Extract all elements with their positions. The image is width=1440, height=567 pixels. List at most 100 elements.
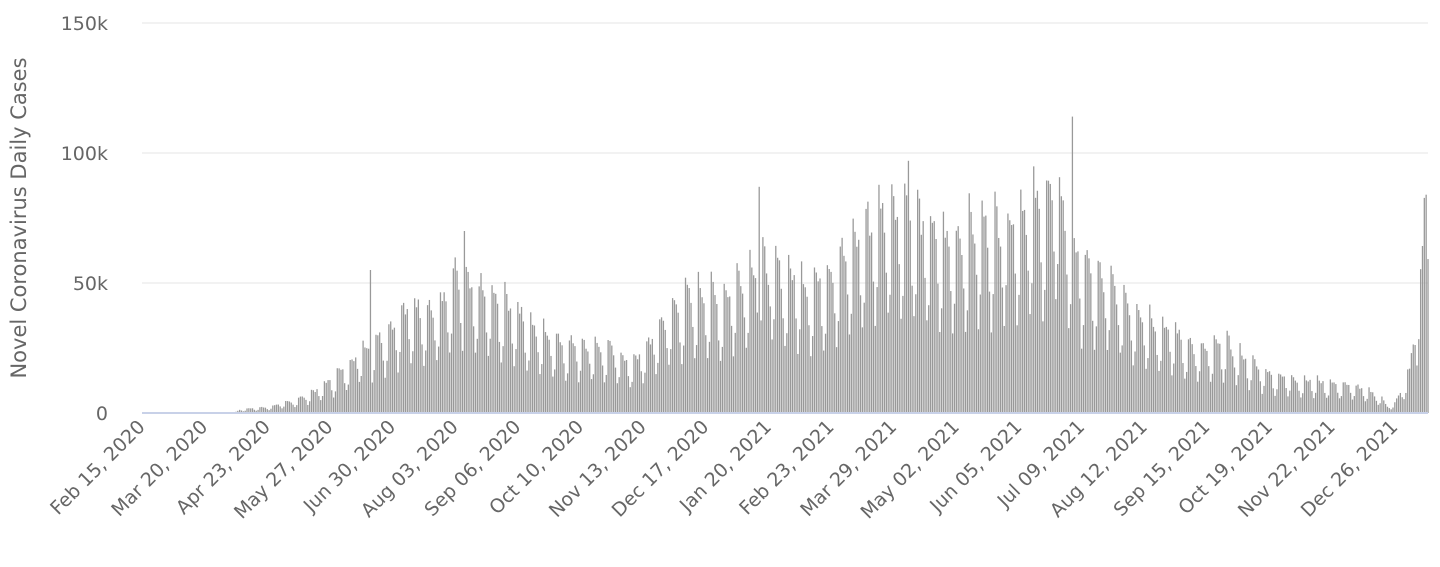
daily-bar [1377, 404, 1379, 413]
daily-bar [732, 356, 735, 413]
daily-bar [415, 307, 418, 413]
daily-bar [305, 399, 307, 413]
daily-bar [1139, 317, 1142, 413]
daily-bar [1261, 393, 1263, 413]
daily-bar [434, 340, 436, 413]
daily-bar [1130, 340, 1133, 413]
daily-bar [1316, 375, 1319, 413]
daily-bar [1141, 322, 1144, 413]
daily-bar [1239, 343, 1241, 413]
daily-bar [570, 335, 572, 413]
daily-bar [1022, 211, 1024, 413]
daily-bar [749, 249, 751, 413]
daily-bar [664, 329, 666, 413]
daily-bar [721, 346, 723, 413]
daily-bar [1368, 387, 1370, 413]
daily-bar [426, 305, 429, 413]
daily-bar [679, 342, 681, 413]
daily-bar [835, 347, 838, 413]
daily-bar [957, 226, 959, 413]
daily-bar [1062, 200, 1064, 413]
daily-bar [880, 208, 882, 413]
daily-bar [395, 350, 397, 413]
daily-bar [1058, 177, 1061, 413]
daily-bar [977, 329, 980, 413]
daily-bar [882, 203, 884, 413]
daily-bar [1357, 384, 1359, 413]
daily-bar [850, 313, 852, 413]
daily-bar [856, 246, 858, 413]
daily-bar [618, 377, 620, 413]
daily-bar [496, 303, 499, 413]
daily-bar [279, 406, 281, 413]
daily-bar [898, 264, 900, 413]
daily-bar [240, 410, 243, 413]
daily-bar [452, 268, 455, 413]
daily-bar [824, 333, 827, 413]
daily-bar [699, 288, 701, 413]
daily-bar [391, 329, 394, 413]
daily-bar [526, 370, 528, 413]
daily-bar [614, 367, 617, 413]
daily-bar [1049, 183, 1051, 413]
daily-bar [1296, 382, 1298, 413]
daily-bar [314, 392, 316, 413]
daily-bar [404, 314, 407, 413]
daily-bar [509, 308, 512, 413]
daily-bar [347, 384, 349, 413]
daily-bar [555, 333, 558, 413]
daily-bar [1217, 343, 1219, 413]
y-tick-label: 50k [73, 273, 108, 295]
daily-bar [1294, 380, 1296, 413]
daily-bar [253, 409, 256, 413]
daily-bar [1082, 325, 1085, 413]
daily-bar [498, 341, 501, 413]
daily-bar [745, 347, 747, 413]
daily-bar [1340, 396, 1343, 413]
daily-bar [239, 409, 241, 413]
daily-bar [449, 352, 451, 413]
daily-bar [578, 382, 580, 413]
daily-bar [950, 291, 952, 413]
daily-bar [1178, 329, 1180, 413]
daily-bar [863, 302, 865, 413]
daily-bar [598, 346, 600, 413]
daily-bar [1187, 339, 1190, 413]
daily-bar [701, 297, 703, 413]
daily-bar [1228, 335, 1230, 413]
daily-bar [1191, 344, 1193, 413]
daily-bar [1418, 339, 1420, 413]
bar-series [235, 116, 1429, 413]
daily-bar [1108, 330, 1110, 413]
daily-bar [1066, 274, 1068, 413]
daily-bar [316, 389, 318, 413]
daily-bar [1103, 292, 1105, 413]
daily-bar [299, 396, 302, 413]
daily-bar [1237, 375, 1239, 413]
daily-bar [1344, 382, 1346, 413]
daily-bar [419, 318, 421, 413]
daily-bar [1307, 381, 1309, 413]
daily-bar [837, 321, 840, 413]
daily-bar [1208, 366, 1210, 413]
daily-bar [865, 208, 867, 413]
daily-bar [1090, 273, 1092, 413]
daily-bar [432, 317, 434, 413]
daily-bar [765, 273, 768, 413]
daily-bar [1088, 258, 1090, 413]
daily-bar [351, 359, 353, 413]
daily-bar [408, 339, 410, 413]
daily-bar [907, 160, 910, 413]
daily-bar [261, 406, 263, 413]
daily-bar [1114, 285, 1116, 413]
daily-bar [795, 318, 797, 413]
gridlines [142, 22, 1428, 284]
daily-bar [684, 277, 687, 413]
daily-bar [666, 348, 668, 413]
daily-bar [1348, 384, 1350, 413]
daily-bar [1287, 396, 1289, 413]
daily-bar [1086, 250, 1088, 413]
daily-bar [458, 289, 460, 413]
daily-bar [1044, 289, 1046, 413]
daily-bar [870, 232, 873, 413]
